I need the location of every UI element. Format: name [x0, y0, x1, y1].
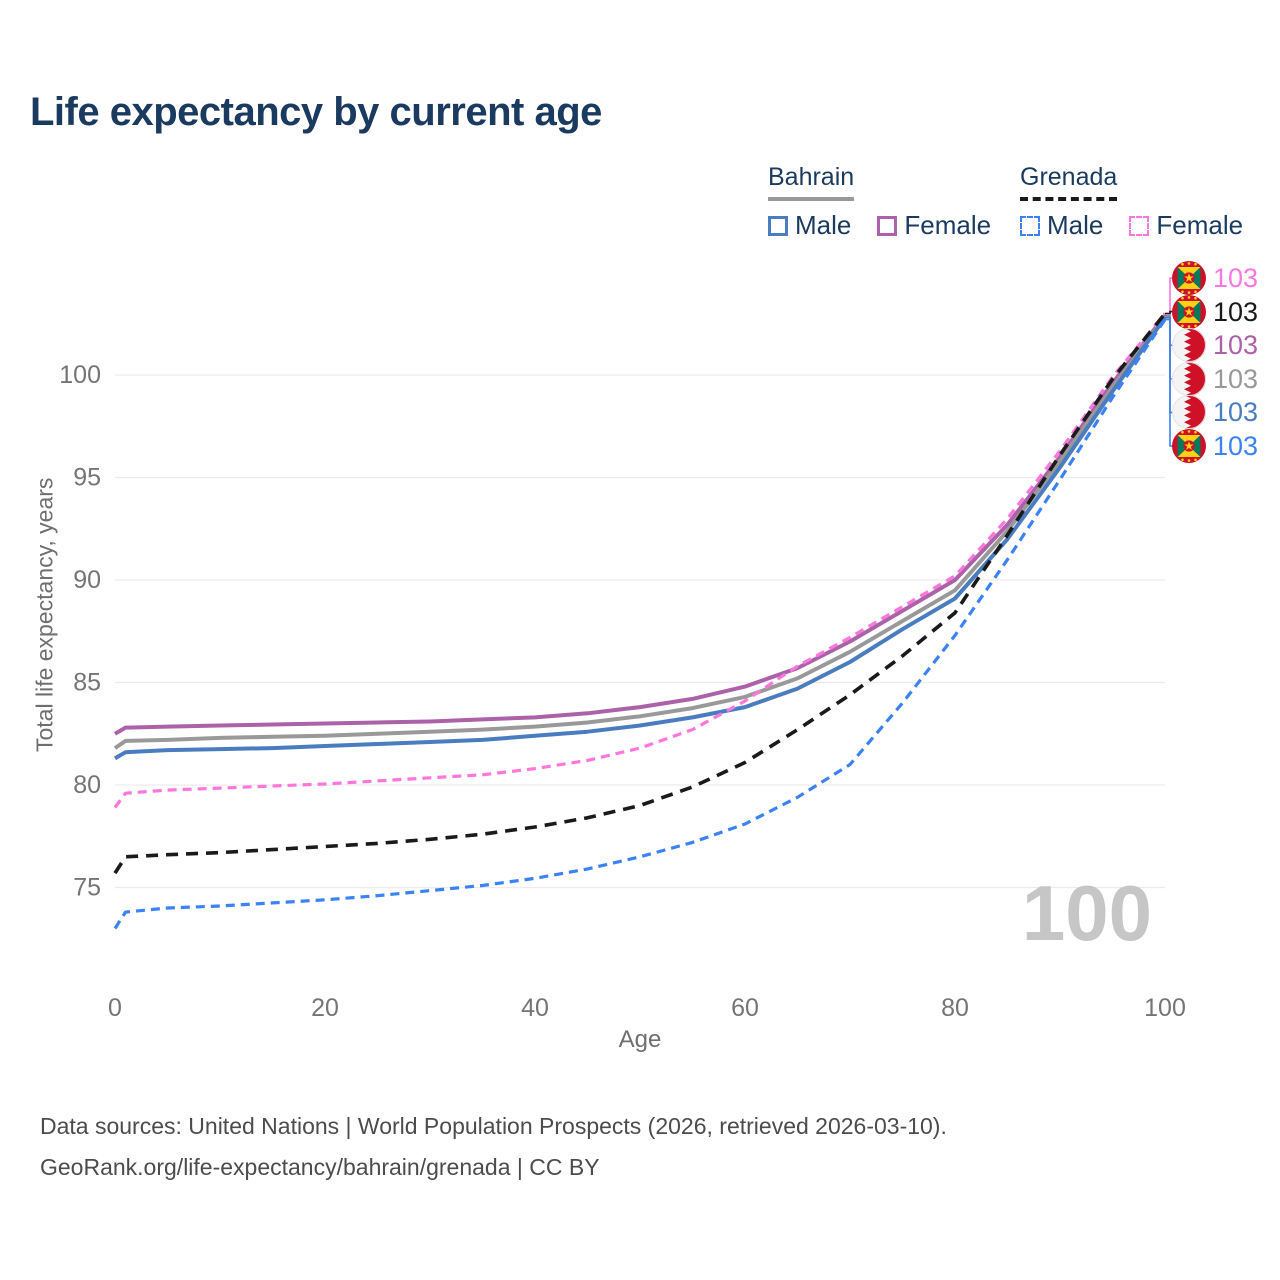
end-label-bahrain_male: 103	[1172, 395, 1259, 430]
x-axis-title: Age	[618, 1026, 662, 1053]
x-tick-label: 80	[941, 994, 969, 1022]
footer-sources: Data sources: United Nations | World Pop…	[40, 1113, 947, 1139]
y-tick-label: 80	[73, 771, 101, 799]
grenada-female-swatch-icon	[1129, 215, 1150, 236]
bahrain-flag-icon	[1172, 328, 1206, 363]
legend-country-bahrain: Bahrain	[768, 163, 855, 201]
y-tick-label: 95	[73, 464, 101, 492]
grenada-flag-icon	[1172, 261, 1206, 295]
end-label-value: 103	[1213, 431, 1259, 461]
y-tick-label: 90	[73, 566, 101, 594]
page-title: Life expectancy by current age	[30, 90, 602, 134]
end-label-value: 103	[1213, 263, 1259, 293]
series-grenada_male[interactable]	[113, 318, 1167, 930]
end-label-value: 103	[1213, 296, 1259, 327]
series-grenada_both[interactable]	[113, 312, 1167, 875]
end-label-grenada_female: 103	[1172, 261, 1258, 295]
legend-item-bahrain-male[interactable]: Male	[768, 210, 851, 241]
x-tick-label: 20	[311, 994, 339, 1022]
footer: Data sources: United Nations | World Pop…	[40, 1106, 947, 1188]
y-axis-title: Total life expectancy, years	[31, 477, 58, 753]
legend-label: Male	[1047, 210, 1104, 240]
end-label-grenada_male: 103	[1172, 429, 1258, 463]
legend-items-bahrain: Male Female	[768, 210, 991, 241]
end-label-value: 103	[1213, 397, 1259, 428]
legend-label: Female	[904, 210, 992, 240]
x-tick-label: 40	[521, 994, 549, 1022]
age-watermark: 100	[1021, 869, 1152, 957]
y-tick-label: 85	[73, 669, 101, 697]
series-grenada_female[interactable]	[113, 312, 1167, 809]
bahrain-flag-icon	[1172, 361, 1206, 396]
end-label-value: 103	[1213, 363, 1259, 394]
legend-items-grenada: Male Female	[1020, 210, 1243, 241]
legend-item-grenada-female[interactable]: Female	[1129, 210, 1243, 241]
x-tick-label: 60	[731, 994, 759, 1022]
end-label-bahrain_female: 103	[1172, 328, 1259, 363]
x-tick-label: 0	[108, 994, 122, 1022]
bahrain-male-swatch-icon	[768, 215, 788, 236]
legend-group-bahrain: Bahrain Male Female	[768, 163, 991, 241]
y-tick-label: 100	[59, 361, 101, 389]
x-tick-label: 100	[1144, 994, 1186, 1022]
series-bahrain_female[interactable]	[113, 314, 1167, 736]
bahrain-female-swatch-icon	[877, 215, 898, 236]
grenada-flag-icon	[1172, 294, 1206, 329]
legend-country-grenada: Grenada	[1020, 163, 1118, 201]
grenada-flag-icon	[1172, 429, 1206, 463]
series-bahrain_male[interactable]	[113, 316, 1167, 761]
legend-item-bahrain-female[interactable]: Female	[877, 210, 991, 241]
footer-attribution: GeoRank.org/life-expectancy/bahrain/gren…	[40, 1154, 600, 1180]
legend-group-grenada: Grenada Male Female	[1020, 163, 1243, 241]
series-bahrain_both[interactable]	[113, 315, 1167, 750]
end-label-bahrain_both: 103	[1172, 361, 1259, 396]
end-label-value: 103	[1213, 330, 1259, 361]
legend-label: Male	[795, 210, 852, 240]
legend-item-grenada-male[interactable]: Male	[1020, 210, 1103, 241]
end-label-grenada_both: 103	[1172, 294, 1259, 329]
y-tick-label: 75	[73, 874, 101, 902]
legend-label: Female	[1156, 210, 1244, 240]
bahrain-flag-icon	[1172, 395, 1206, 430]
grenada-male-swatch-icon	[1020, 215, 1040, 236]
